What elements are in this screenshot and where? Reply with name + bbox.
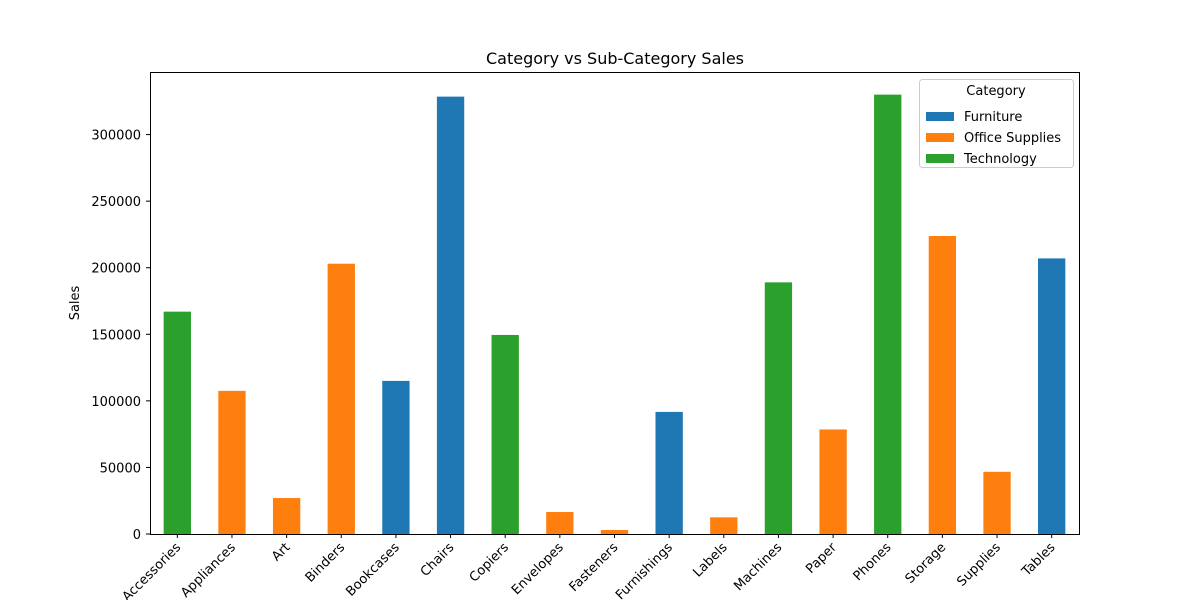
legend-title: Category [966,84,1026,99]
bar-appliances [218,390,246,534]
legend-swatch [926,133,954,142]
y-axis: 0 50000 100000 150000 200000 250000 300000 [91,129,150,543]
legend-label: Office Supplies [964,131,1061,146]
y-tick-label: 50000 [100,461,141,476]
bar-binders [327,263,355,534]
x-tick-label: Binders [303,540,349,586]
chart-title: Category vs Sub-Category Sales [486,49,744,68]
bar-labels [710,517,738,534]
y-axis-label: Sales [68,285,83,320]
x-tick-label: Envelopes [509,540,567,598]
bar-copiers [491,334,519,534]
x-tick-label: Appliances [178,540,239,600]
x-tick-label: Accessories [120,540,185,600]
bar-tables [1038,258,1066,534]
y-tick-label: 200000 [91,262,141,277]
x-tick-label: Art [269,540,293,564]
x-tick-label: Tables [1019,540,1059,580]
y-tick-label: 300000 [91,129,141,144]
x-tick-label: Bookcases [343,540,403,600]
bar-fasteners [600,530,629,534]
x-tick-label: Labels [690,540,730,580]
bar-paper [819,429,847,534]
x-tick-label: Copiers [467,540,512,585]
x-tick-label: Phones [851,540,895,584]
legend-box [919,79,1074,168]
legend-label: Furniture [964,110,1022,125]
bar-phones [874,94,902,534]
x-tick-label: Machines [731,540,785,594]
x-tick-label: Storage [903,540,950,587]
x-tick-label: Furnishings [613,540,676,600]
plot-frame [150,72,1080,535]
x-tick-label: Fasteners [567,540,622,595]
bars-group [163,94,1066,534]
x-tick-label: Supplies [954,540,1004,590]
y-tick-label: 0 [133,528,141,543]
y-tick-label: 100000 [91,395,141,410]
bar-storage [928,236,957,534]
bar-furnishings [655,411,683,534]
bar-envelopes [546,512,574,534]
y-tick-label: 150000 [91,328,141,343]
y-tick-label: 250000 [91,195,141,210]
bar-supplies [983,471,1011,534]
bar-machines [764,282,793,534]
bar-chairs [436,96,465,534]
legend-label: Technology [963,152,1037,167]
bar-bookcases [382,380,410,534]
x-tick-label: Chairs [418,540,458,580]
legend-swatch [926,154,954,163]
x-tick-label: Paper [803,540,840,577]
bar-accessories [163,311,191,534]
legend: Category Furniture Office Supplies Technolo… [919,79,1074,168]
bar-art [272,498,301,534]
legend-swatch [926,112,954,121]
